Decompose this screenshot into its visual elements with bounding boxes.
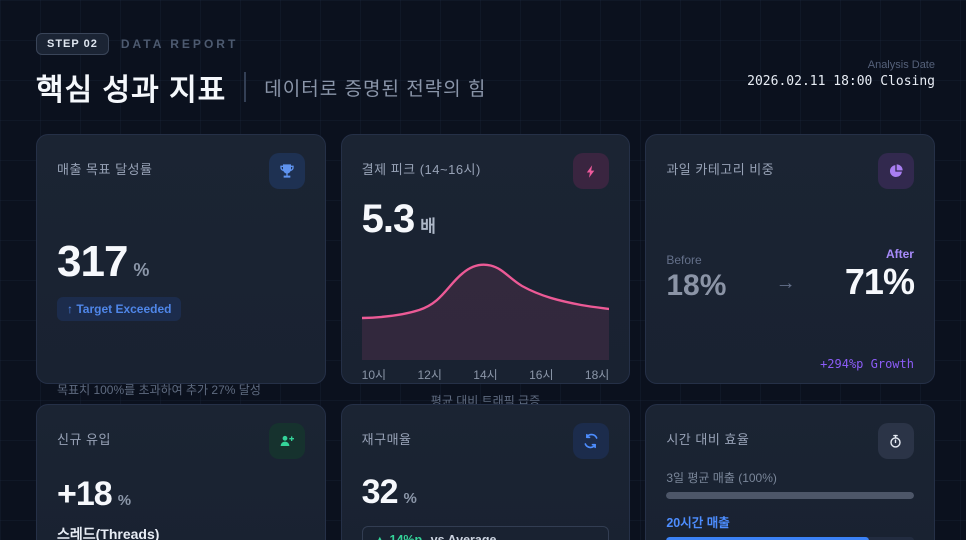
after-value: 71%	[844, 261, 915, 302]
baseline-bar-label: 3일 평균 매출 (100%)	[666, 471, 777, 485]
kpi-unit: %	[117, 492, 132, 509]
delta-context: vs Average	[430, 533, 497, 540]
card-footnote: 목표치 100%를 초과하여 추가 27% 달성	[57, 383, 261, 397]
area-fill	[361, 264, 610, 360]
analysis-date-label: Analysis Date	[867, 59, 935, 71]
lightning-icon	[573, 153, 610, 189]
before-value: 18%	[666, 269, 727, 302]
channel-name: 스레드(Threads)	[57, 526, 160, 540]
card-title: 재구매율	[361, 432, 412, 447]
kpi-value: 317	[57, 237, 128, 286]
refresh-icon	[573, 423, 610, 459]
kpi-value: 32	[361, 473, 399, 511]
x-tick: 14시	[473, 368, 498, 382]
report-header: STEP 02 DATA REPORT 핵심 성과 지표 데이터로 증명된 전략…	[36, 33, 935, 109]
kpi-value: +18	[57, 475, 113, 513]
x-tick: 18시	[584, 368, 610, 382]
comparison-badge: ▲ 14%p vs Average	[361, 526, 610, 540]
x-tick: 16시	[529, 368, 554, 382]
card-repurchase: 재구매율 32 % ▲ 14%p vs Average	[340, 404, 631, 540]
kpi-value: 5.3	[361, 197, 416, 241]
growth-label: +294%p Growth	[820, 357, 914, 371]
card-title: 시간 대비 효율	[666, 432, 750, 447]
card-title: 매출 목표 달성률	[57, 162, 153, 177]
current-bar-track	[666, 537, 914, 540]
current-bar-fill	[666, 537, 870, 540]
analysis-date: Analysis Date 2026.02.11 18:00 Closing	[747, 59, 935, 89]
baseline-bar-track	[666, 492, 914, 499]
card-title: 결제 피크 (14~16시)	[361, 162, 481, 177]
current-bar-group: 20시간 매출	[666, 512, 914, 540]
stopwatch-icon	[877, 423, 914, 459]
baseline-bar-group: 3일 평균 매출 (100%)	[666, 469, 914, 499]
analysis-date-value: 2026.02.11 18:00 Closing	[747, 74, 935, 89]
card-new-inflow: 신규 유입 +18 % 스레드(Threads) 테스트 채널 기여	[36, 404, 326, 540]
pie-chart-icon	[877, 153, 914, 189]
line-path	[361, 263, 610, 320]
title-divider	[244, 72, 247, 102]
page-title: 핵심 성과 지표	[36, 74, 227, 107]
x-tick: 10시	[361, 368, 387, 382]
card-title: 신규 유입	[57, 432, 111, 447]
card-title: 과일 카테고리 비중	[666, 162, 775, 177]
before-block: Before 18%	[666, 253, 726, 303]
baseline-bar-fill	[666, 492, 914, 499]
before-after-compare: Before 18% → After 71%	[666, 247, 915, 303]
card-fruit-share: 과일 카테고리 비중 Before 18% → After 71%	[645, 134, 935, 384]
kpi-unit: %	[403, 490, 417, 507]
after-block: After 71%	[844, 247, 915, 303]
trophy-icon	[268, 153, 305, 189]
area-chart-svg	[361, 263, 610, 360]
kpi-unit: %	[133, 260, 150, 280]
card-time-efficiency: 시간 대비 효율 3일 평균 매출 (100%) 20시간 매출 운영 시간 1…	[645, 404, 935, 540]
step-badge: STEP 02	[36, 33, 109, 55]
x-axis: 10시 12시 14시 16시 18시	[362, 366, 610, 383]
kpi-grid: 매출 목표 달성률 317 % ↑ Target Exceeded 목표치 10…	[36, 134, 935, 540]
card-payment-peak: 결제 피크 (14~16시) 5.3 배 10시 12시 14시 16시	[340, 134, 631, 408]
before-label: Before	[666, 253, 702, 267]
arrow-right-icon: →	[775, 272, 796, 294]
current-bar-label: 20시간 매출	[666, 516, 730, 530]
card-sales-target: 매출 목표 달성률 317 % ↑ Target Exceeded 목표치 10…	[36, 134, 326, 397]
kpi-unit: 배	[420, 217, 436, 236]
delta-up-value: ▲ 14%p	[373, 533, 423, 540]
after-label: After	[885, 247, 914, 261]
user-plus-icon	[268, 423, 305, 459]
page-subtitle: 데이터로 증명된 전략의 힘	[264, 78, 487, 100]
status-badge: ↑ Target Exceeded	[57, 297, 182, 321]
kicker-label: DATA REPORT	[120, 37, 239, 51]
traffic-area-chart	[361, 248, 610, 360]
x-tick: 12시	[417, 368, 442, 382]
